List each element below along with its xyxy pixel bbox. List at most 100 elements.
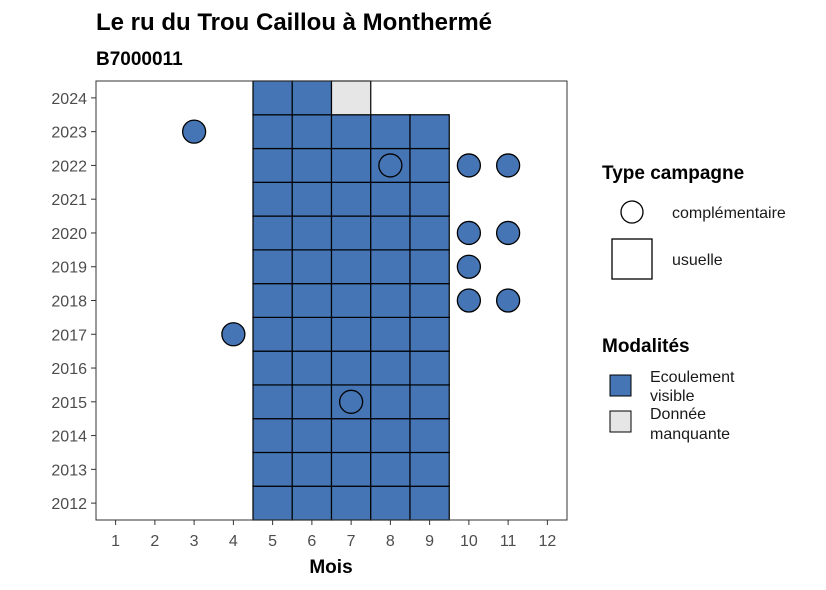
cell-usuelle-2012-8 <box>370 485 411 521</box>
cell-usuelle-2021-7 <box>330 181 372 217</box>
y-tick-label-2013: 2013 <box>51 462 87 479</box>
point-complementaire-2022-8 <box>378 153 403 178</box>
y-tick-label-2020: 2020 <box>51 226 87 243</box>
legend-modalites-title: Modalités <box>602 336 690 357</box>
cell-usuelle-2021-5 <box>252 181 293 217</box>
y-tick-label-2022: 2022 <box>51 158 87 175</box>
cell-usuelle-2022-9 <box>409 147 450 183</box>
cell-usuelle-2016-5 <box>252 350 293 386</box>
cell-usuelle-2018-9 <box>409 283 450 318</box>
cell-usuelle-2016-6 <box>291 350 333 386</box>
cell-usuelle-2023-6 <box>291 114 333 150</box>
x-tick-label-12: 12 <box>538 533 556 550</box>
point-complementaire-2017-4 <box>221 322 246 347</box>
cell-usuelle-2015-5 <box>252 384 293 420</box>
cell-usuelle-2013-6 <box>291 451 333 487</box>
cell-usuelle-2018-5 <box>252 283 293 318</box>
x-axis-title: Mois <box>309 557 352 578</box>
x-tick-label-10: 10 <box>460 533 478 550</box>
cell-usuelle-2023-5 <box>252 114 293 150</box>
y-tick-label-2023: 2023 <box>51 125 87 142</box>
point-complementaire-2015-7 <box>338 389 364 414</box>
y-tick-label-2018: 2018 <box>51 294 87 311</box>
cell-usuelle-2015-8 <box>370 384 411 420</box>
y-tick-label-2017: 2017 <box>51 327 87 344</box>
cell-usuelle-2017-8 <box>370 316 411 352</box>
cell-usuelle-2023-7 <box>330 114 372 150</box>
x-tick-label-7: 7 <box>347 533 356 550</box>
cell-usuelle-2017-7 <box>330 316 372 352</box>
cell-usuelle-2012-7 <box>330 485 372 521</box>
cell-usuelle-2019-9 <box>409 249 450 285</box>
legend-type-campagne: Type campagne complémentaire usuelle <box>602 163 786 280</box>
chart-subtitle: B7000011 <box>96 49 183 70</box>
x-tick-label-1: 1 <box>111 533 120 550</box>
cell-usuelle-2021-8 <box>370 181 411 217</box>
y-axis: 2012 2013 2014 2015 2016 2017 2018 2019 2020 2021… <box>51 91 96 513</box>
x-tick-label-3: 3 <box>190 533 199 550</box>
cell-usuelle-2012-6 <box>291 485 333 521</box>
cell-usuelle-2016-7 <box>330 350 372 386</box>
cell-usuelle-2020-8 <box>370 215 411 251</box>
point-complementaire-2019-10 <box>456 254 482 279</box>
legend-ecoulement-swatch <box>609 374 632 397</box>
x-axis: 1 2 3 4 5 6 7 8 9 10 11 12 <box>111 520 556 550</box>
cell-usuelle-2020-5 <box>252 215 293 251</box>
x-tick-label-5: 5 <box>268 533 277 550</box>
legend-usuelle-symbol <box>611 238 653 280</box>
cell-usuelle-2012-5 <box>252 485 293 521</box>
y-tick-label-2016: 2016 <box>51 361 87 378</box>
y-tick-label-2012: 2012 <box>51 496 87 513</box>
cell-usuelle-2022-5 <box>252 147 293 183</box>
cell-usuelle-2014-7 <box>330 418 372 454</box>
cell-usuelle-2019-8 <box>370 249 411 285</box>
legend-complementaire-symbol <box>620 200 644 224</box>
x-tick-label-8: 8 <box>386 533 395 550</box>
cell-usuelle-2016-9 <box>409 350 450 386</box>
cell-usuelle-2019-7 <box>330 249 372 285</box>
legend-manquante-swatch <box>609 410 632 433</box>
usuelle-cells <box>252 80 450 521</box>
point-complementaire-2022-10 <box>456 153 482 178</box>
cell-usuelle-2023-9 <box>409 114 450 150</box>
legend-complementaire-label: complémentaire <box>672 205 786 222</box>
cell-usuelle-2014-9 <box>409 418 450 454</box>
point-complementaire-2018-10 <box>456 288 482 313</box>
y-tick-label-2015: 2015 <box>51 395 87 412</box>
cell-usuelle-2013-5 <box>252 451 293 487</box>
x-tick-label-9: 9 <box>425 533 434 550</box>
point-complementaire-2020-10 <box>456 220 482 246</box>
cell-usuelle-2018-6 <box>291 283 333 318</box>
complementaire-points <box>181 119 521 414</box>
cell-usuelle-2022-7 <box>330 147 372 183</box>
cell-usuelle-2013-9 <box>409 451 450 487</box>
cell-usuelle-2017-9 <box>409 316 450 352</box>
y-tick-label-2019: 2019 <box>51 260 87 277</box>
cell-usuelle-2024-5 <box>252 80 293 116</box>
cell-usuelle-2019-5 <box>252 249 293 285</box>
point-complementaire-2020-11 <box>495 220 521 246</box>
cell-usuelle-2017-6 <box>291 316 333 352</box>
cell-usuelle-2012-9 <box>409 485 450 521</box>
cell-usuelle-2016-8 <box>370 350 411 386</box>
cell-usuelle-2014-5 <box>252 418 293 454</box>
chart-title: Le ru du Trou Caillou à Monthermé <box>96 9 492 36</box>
cell-usuelle-2014-8 <box>370 418 411 454</box>
legend-ecoulement-label-line1: Ecoulement <box>650 369 735 386</box>
legend-manquante-label-line1: Donnée <box>650 406 706 423</box>
cell-usuelle-2021-9 <box>409 181 450 217</box>
cell-usuelle-2020-9 <box>409 215 450 251</box>
x-tick-label-6: 6 <box>307 533 316 550</box>
x-tick-label-2: 2 <box>150 533 159 550</box>
cell-usuelle-2021-6 <box>291 181 333 217</box>
cell-usuelle-2018-7 <box>330 283 372 318</box>
cell-usuelle-2017-5 <box>252 316 293 352</box>
point-complementaire-2022-11 <box>495 153 521 178</box>
cell-usuelle-2018-8 <box>370 283 411 318</box>
cell-usuelle-2024-7 <box>330 80 372 116</box>
legend-usuelle-label: usuelle <box>672 252 723 269</box>
cell-usuelle-2015-9 <box>409 384 450 420</box>
point-complementaire-2023-3 <box>181 119 207 144</box>
y-tick-label-2024: 2024 <box>51 91 87 108</box>
